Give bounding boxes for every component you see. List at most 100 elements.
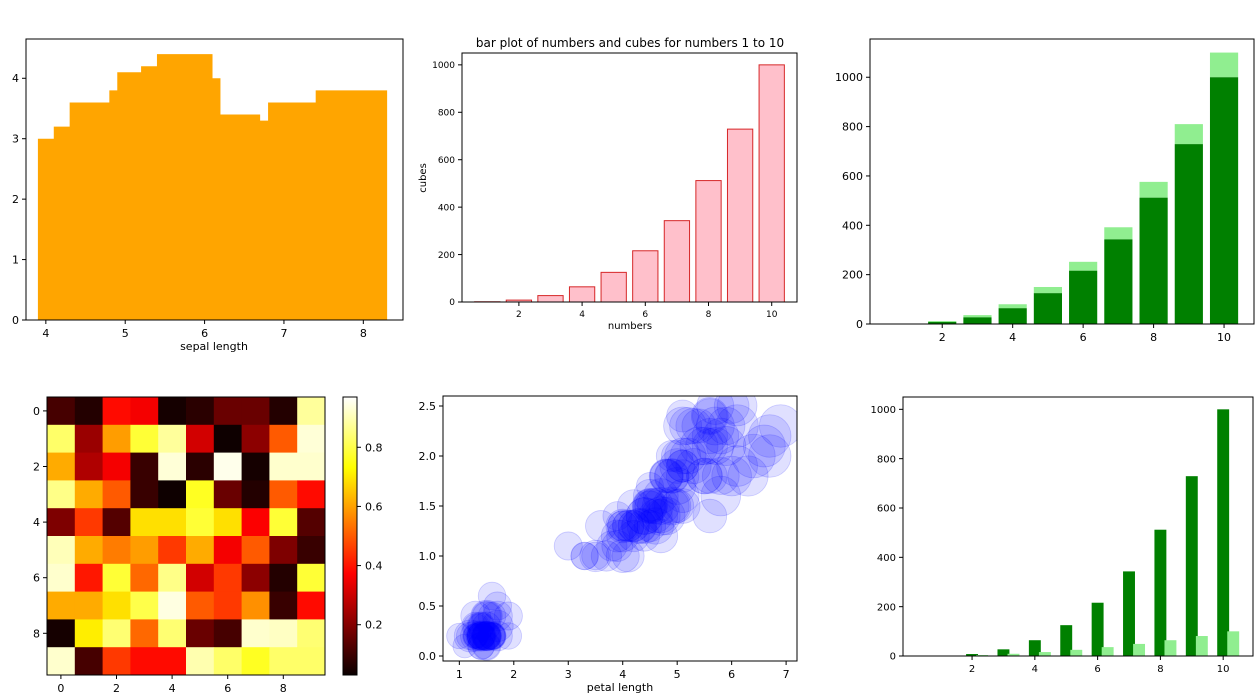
heatmap-cell [213, 397, 242, 426]
scatter-point [633, 509, 667, 543]
stacked-bar-base [1069, 270, 1098, 324]
heatmap-cell [47, 424, 76, 453]
heatmap-cell [297, 452, 326, 481]
scatter-point [570, 542, 599, 570]
heatmap-cell [158, 619, 187, 648]
scatter-point [701, 457, 740, 495]
y-tick-label: 800 [842, 121, 863, 134]
bar [695, 180, 722, 303]
scatter-point [607, 510, 639, 542]
bar [568, 286, 596, 303]
scatter-point [467, 612, 495, 640]
scatter-point [462, 613, 489, 639]
heatmap-cell [74, 536, 103, 565]
y-tick-label: 800 [438, 109, 455, 119]
petal-scatter-chart: 1 2 3 4 5 6 7 0.0 0.5 1.0 1.5 2.0 2.5 petal length [419, 395, 798, 694]
x-tick-label: 10 [1217, 664, 1230, 675]
scatter-point [702, 417, 740, 455]
scatter-point [600, 519, 634, 553]
scatter-point [648, 458, 684, 494]
heatmap-cell [269, 591, 298, 620]
stacked-bar-base [1104, 239, 1133, 324]
heatmap-cell [213, 452, 242, 481]
heatmap-cell [130, 424, 159, 453]
scatter-point [466, 621, 496, 651]
scatter-point [466, 611, 496, 641]
y-tick-label: 1.0 [419, 550, 437, 563]
y-tick-label: 400 [438, 203, 455, 213]
stacked-bar-top [963, 315, 992, 318]
heatmap-cell [158, 536, 187, 565]
heatmap-cell [213, 508, 242, 537]
scatter-point [643, 498, 679, 534]
x-tick-label: 2 [510, 668, 517, 681]
y-tick-label: 0 [890, 652, 896, 663]
scatter-point [706, 426, 747, 466]
scatter-point [675, 447, 712, 485]
scatter-point [669, 437, 707, 475]
scatter-point [716, 396, 758, 427]
heatmap-cell [186, 508, 215, 537]
scatter-point [493, 601, 523, 631]
heatmap-cell [130, 508, 159, 537]
x-tick-label: 2 [969, 664, 975, 675]
heatmap-cell [297, 647, 326, 676]
heatmap-cell [47, 647, 76, 676]
stacked-bar-base [998, 308, 1027, 324]
scatter-point [647, 496, 686, 536]
scatter-point [691, 417, 728, 455]
scatter-point [461, 611, 490, 641]
scatter-point [633, 479, 667, 513]
scatter-point [653, 488, 690, 524]
heatmap-cell [47, 508, 76, 537]
scatter-point [579, 539, 612, 573]
scatter-point [467, 622, 496, 650]
y-tick-label: 200 [877, 602, 896, 613]
scatter-point [585, 510, 617, 542]
heatmap-cell [130, 480, 159, 509]
y-tick-label: 0 [856, 318, 863, 331]
scatter-point [446, 622, 473, 650]
scatter-point [478, 622, 506, 650]
scatter-point [606, 519, 640, 553]
scatter-point [727, 455, 769, 497]
stacked-bar-top [1139, 181, 1168, 198]
heatmap-cell [297, 563, 326, 592]
scatter-point [692, 458, 728, 494]
grouped-bar-cubes [1154, 529, 1167, 656]
heatmap-cell [269, 619, 298, 648]
grouped-bar-squares [1101, 647, 1114, 656]
heatmap-cell [74, 563, 103, 592]
scatter-point [649, 459, 683, 493]
heatmap-cell [130, 452, 159, 481]
scatter-point [679, 426, 719, 466]
heatmap-cell [102, 480, 131, 509]
scatter-point [625, 497, 664, 535]
scatter-point [581, 541, 610, 571]
scatter-point [666, 449, 700, 483]
scatter-point [691, 427, 728, 465]
scatter-point [659, 448, 695, 484]
scatter-point [601, 530, 634, 562]
heatmap-cell [47, 397, 76, 426]
scatter-point [460, 620, 492, 652]
heatmap-cell [102, 536, 131, 565]
heatmap-cell [186, 397, 215, 426]
y-axis-label: cubes [418, 163, 429, 193]
plot-frame [25, 38, 404, 321]
grouped-bar-cubes [1123, 571, 1135, 656]
grouped-bar-cubes [966, 654, 979, 656]
heatmap-cell [213, 647, 242, 676]
colorbar-tick-label: 0.6 [365, 500, 383, 513]
scatter-point [456, 621, 485, 651]
scatter-point [477, 621, 507, 651]
scatter-point [553, 531, 583, 561]
scatter-point [621, 507, 658, 545]
scatter-point [711, 455, 752, 497]
scatter-point [494, 622, 522, 650]
bar [758, 64, 785, 303]
stacked-bar-base [1174, 144, 1203, 324]
scatter-point [636, 472, 664, 500]
heatmap-cell [47, 536, 76, 565]
stacked-bar-base [963, 317, 992, 324]
